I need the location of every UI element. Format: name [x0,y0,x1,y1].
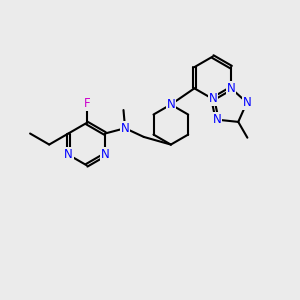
Text: N: N [208,92,217,105]
Text: N: N [121,122,130,135]
Text: N: N [227,82,236,95]
Text: F: F [83,97,90,110]
Text: N: N [213,113,221,126]
Text: N: N [242,96,251,109]
Text: N: N [64,148,73,161]
Text: N: N [101,148,110,161]
Text: N: N [167,98,175,111]
